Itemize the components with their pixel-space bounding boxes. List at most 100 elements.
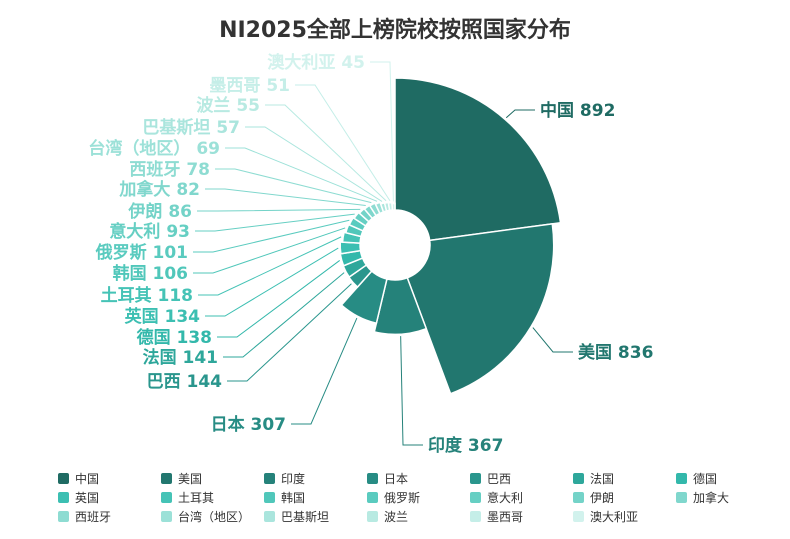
legend-item[interactable]: 西班牙 xyxy=(58,508,111,525)
data-label: 中国 892 xyxy=(540,100,615,121)
legend-swatch xyxy=(367,473,378,484)
legend-label: 英国 xyxy=(75,491,100,505)
legend-swatch xyxy=(58,492,69,503)
data-label: 俄罗斯 101 xyxy=(95,242,188,263)
legend-item[interactable]: 台湾（地区） xyxy=(161,508,250,525)
legend-swatch xyxy=(161,473,172,484)
legend-label: 伊朗 xyxy=(590,491,615,505)
legend-item[interactable]: 澳大利亚 xyxy=(573,508,638,525)
legend-item[interactable]: 巴西 xyxy=(470,470,511,487)
legend-swatch xyxy=(676,473,687,484)
rose-slice[interactable] xyxy=(353,211,370,227)
legend-item[interactable]: 英国 xyxy=(58,489,99,506)
legend-item[interactable]: 墨西哥 xyxy=(470,508,523,525)
label-leader-line xyxy=(205,247,339,317)
legend-swatch xyxy=(264,511,275,522)
rose-slice[interactable] xyxy=(391,202,396,211)
legend-swatch xyxy=(470,473,481,484)
label-leader-line xyxy=(193,219,350,253)
rose-slice[interactable] xyxy=(341,231,362,244)
data-label: 墨西哥 51 xyxy=(209,76,290,96)
legend-swatch xyxy=(573,492,584,503)
legend-item[interactable]: 韩国 xyxy=(264,489,305,506)
rose-slice[interactable] xyxy=(368,202,381,217)
legend-swatch xyxy=(367,511,378,522)
label-leader-line xyxy=(291,317,358,425)
legend-swatch xyxy=(367,492,378,503)
legend-item[interactable]: 美国 xyxy=(161,470,202,487)
data-label: 波兰 55 xyxy=(196,95,260,116)
legend-item[interactable]: 德国 xyxy=(676,470,717,487)
label-leader-line xyxy=(205,188,366,207)
rose-slice[interactable] xyxy=(394,77,562,242)
legend-swatch xyxy=(58,473,69,484)
data-label: 日本 307 xyxy=(211,414,286,435)
label-leader-line xyxy=(227,283,352,382)
legend-label: 西班牙 xyxy=(75,510,112,524)
legend-label: 韩国 xyxy=(281,491,306,505)
legend-label: 日本 xyxy=(384,472,409,486)
legend-swatch xyxy=(264,473,275,484)
legend-swatch xyxy=(676,492,687,503)
legend-item[interactable]: 加拿大 xyxy=(676,489,729,506)
label-leader-line xyxy=(370,61,394,202)
data-label: 加拿大 82 xyxy=(118,179,200,200)
label-leader-line xyxy=(295,84,391,202)
legend-item[interactable]: 土耳其 xyxy=(161,489,214,506)
legend-swatch xyxy=(264,492,275,503)
label-leader-line xyxy=(198,236,342,296)
label-leader-line xyxy=(245,126,383,202)
label-leader-line xyxy=(225,147,378,202)
legend-item[interactable]: 伊朗 xyxy=(573,489,614,506)
legend-label: 俄罗斯 xyxy=(384,491,421,505)
legend-item[interactable]: 法国 xyxy=(573,470,614,487)
legend-label: 台湾（地区） xyxy=(178,510,251,524)
data-label: 西班牙 78 xyxy=(129,160,210,180)
legend-label: 德国 xyxy=(693,472,718,486)
legend-label: 澳大利亚 xyxy=(590,510,639,524)
legend-item[interactable]: 中国 xyxy=(58,470,99,487)
legend-item[interactable]: 日本 xyxy=(367,470,408,487)
legend-label: 意大利 xyxy=(487,491,524,505)
rose-slice[interactable] xyxy=(406,222,555,395)
legend-item[interactable]: 意大利 xyxy=(470,489,523,506)
data-label: 土耳其 118 xyxy=(101,285,193,306)
legend-swatch xyxy=(573,473,584,484)
rose-slice[interactable] xyxy=(374,201,385,215)
legend-label: 中国 xyxy=(75,472,100,486)
legend-label: 法国 xyxy=(590,472,615,486)
rose-slice[interactable] xyxy=(339,241,362,255)
chart-title: NI2025全部上榜院校按照国家分布 xyxy=(219,18,571,43)
legend-item[interactable]: 印度 xyxy=(264,470,305,487)
legend-swatch xyxy=(573,511,584,522)
data-label: 意大利 93 xyxy=(109,221,190,242)
legend-swatch xyxy=(161,492,172,503)
legend-swatch xyxy=(470,511,481,522)
data-label: 澳大利亚 45 xyxy=(267,52,365,73)
rose-slice[interactable] xyxy=(348,216,367,232)
legend-label: 波兰 xyxy=(384,510,409,524)
data-label: 巴基斯坦 57 xyxy=(142,117,240,138)
legend-label: 巴西 xyxy=(487,472,512,486)
label-leader-line xyxy=(197,208,361,212)
label-leader-line xyxy=(195,213,355,232)
label-leader-line xyxy=(217,260,340,338)
legend-item[interactable]: 俄罗斯 xyxy=(367,489,420,506)
rose-slice[interactable] xyxy=(340,270,388,325)
legend-label: 加拿大 xyxy=(693,491,730,505)
label-leader-line xyxy=(265,104,387,202)
data-label: 英国 134 xyxy=(125,306,201,327)
legend-item[interactable]: 波兰 xyxy=(367,508,408,525)
legend-label: 土耳其 xyxy=(178,491,215,505)
rose-slice[interactable] xyxy=(373,276,428,336)
data-label: 印度 367 xyxy=(428,435,503,456)
label-leader-line xyxy=(223,272,345,358)
label-leader-line xyxy=(400,336,423,446)
legend-label: 美国 xyxy=(178,472,203,486)
legend-item[interactable]: 巴基斯坦 xyxy=(264,508,329,525)
data-label: 韩国 106 xyxy=(113,263,188,284)
data-label: 台湾（地区） 69 xyxy=(88,138,220,159)
data-label: 法国 141 xyxy=(143,347,218,368)
data-label: 巴西 144 xyxy=(147,372,223,392)
